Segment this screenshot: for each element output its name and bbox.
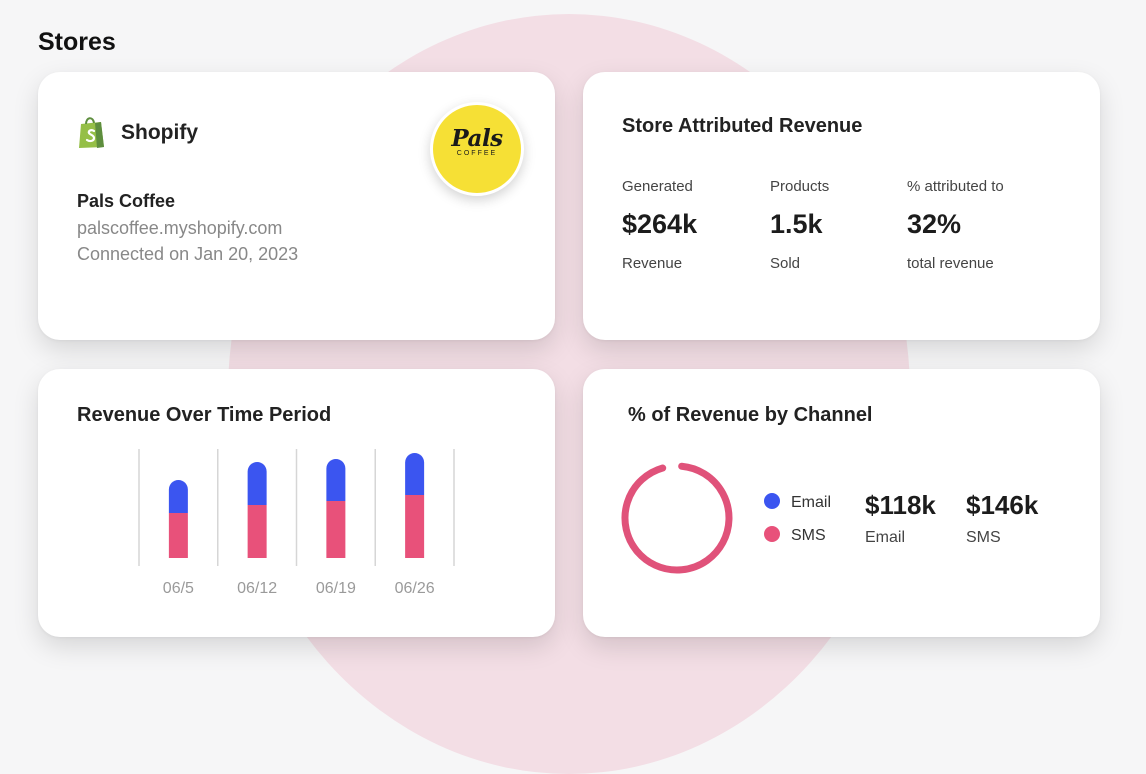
metric-value: 32%: [907, 209, 962, 239]
page-title: Stores: [38, 28, 116, 56]
legend-dot: [764, 493, 780, 509]
metric-label: Products: [770, 178, 830, 195]
legend-dot: [764, 526, 780, 542]
bar-segment-top: [405, 453, 425, 495]
x-tick-label: 06/5: [163, 580, 194, 597]
channel-label-sms: SMS: [966, 529, 1001, 546]
channel-value-sms: $146k: [966, 490, 1039, 520]
legend-item-sms: SMS: [764, 526, 826, 545]
bar-segment-bottom: [326, 501, 346, 558]
revenue-over-time-card[interactable]: Revenue Over Time Period 06/5 06/12 06/19 0…: [38, 369, 555, 637]
bar-segment-bottom: [405, 495, 425, 558]
metric-value: 1.5k: [770, 209, 823, 239]
store-card[interactable]: Shopify Pals COFFEE Pals Coffee palscoff…: [38, 72, 555, 340]
store-connected-date: Connected on Jan 20, 2023: [77, 244, 299, 264]
bar-segment-top: [247, 462, 267, 505]
metric-attributed-percent: % attributed to 32% total revenue: [907, 178, 1004, 272]
legend-label: SMS: [791, 527, 826, 544]
attributed-revenue-card[interactable]: Store Attributed Revenue Generated $264k…: [583, 72, 1100, 340]
platform-name: Shopify: [121, 121, 198, 144]
donut-arc: [621, 462, 733, 574]
bar-segment-bottom: [247, 505, 267, 558]
bar-segment-top: [168, 480, 188, 513]
logo-subtext: COFFEE: [456, 150, 498, 157]
card-title: Revenue Over Time Period: [77, 404, 332, 426]
store-domain: palscoffee.myshopify.com: [77, 218, 283, 238]
channel-label-email: Email: [865, 529, 906, 546]
legend-label: Email: [791, 494, 832, 511]
metric-sublabel: Sold: [770, 255, 801, 272]
metric-sublabel: Revenue: [622, 255, 683, 272]
store-name: Pals Coffee: [77, 191, 176, 211]
card-title: % of Revenue by Channel: [628, 404, 873, 426]
metric-label: % attributed to: [907, 178, 1004, 195]
x-tick-label: 06/12: [237, 580, 277, 597]
metric-sublabel: total revenue: [907, 255, 994, 272]
revenue-by-channel-card[interactable]: % of Revenue by Channel Email SMS $118k …: [583, 369, 1100, 637]
bar-segment-bottom: [168, 513, 188, 558]
card-title: Store Attributed Revenue: [622, 115, 863, 137]
metric-value: $264k: [622, 209, 698, 239]
legend-item-email: Email: [764, 493, 831, 512]
channel-value-email: $118k: [865, 490, 936, 520]
x-tick-label: 06/26: [395, 580, 435, 597]
shopify-bag-icon: [79, 117, 104, 148]
logo-wordmark: Pals: [451, 125, 503, 152]
metric-label: Generated: [622, 178, 693, 195]
x-tick-label: 06/19: [316, 580, 356, 597]
store-logo: Pals COFFEE: [430, 102, 524, 196]
bar-segment-top: [326, 459, 346, 501]
metric-products: Products 1.5k Sold: [770, 178, 829, 272]
metric-generated: Generated $264k Revenue: [622, 178, 697, 272]
channel-donut-chart: [621, 462, 733, 574]
revenue-bar-chart: 06/5 06/12 06/19 06/26: [138, 449, 455, 597]
